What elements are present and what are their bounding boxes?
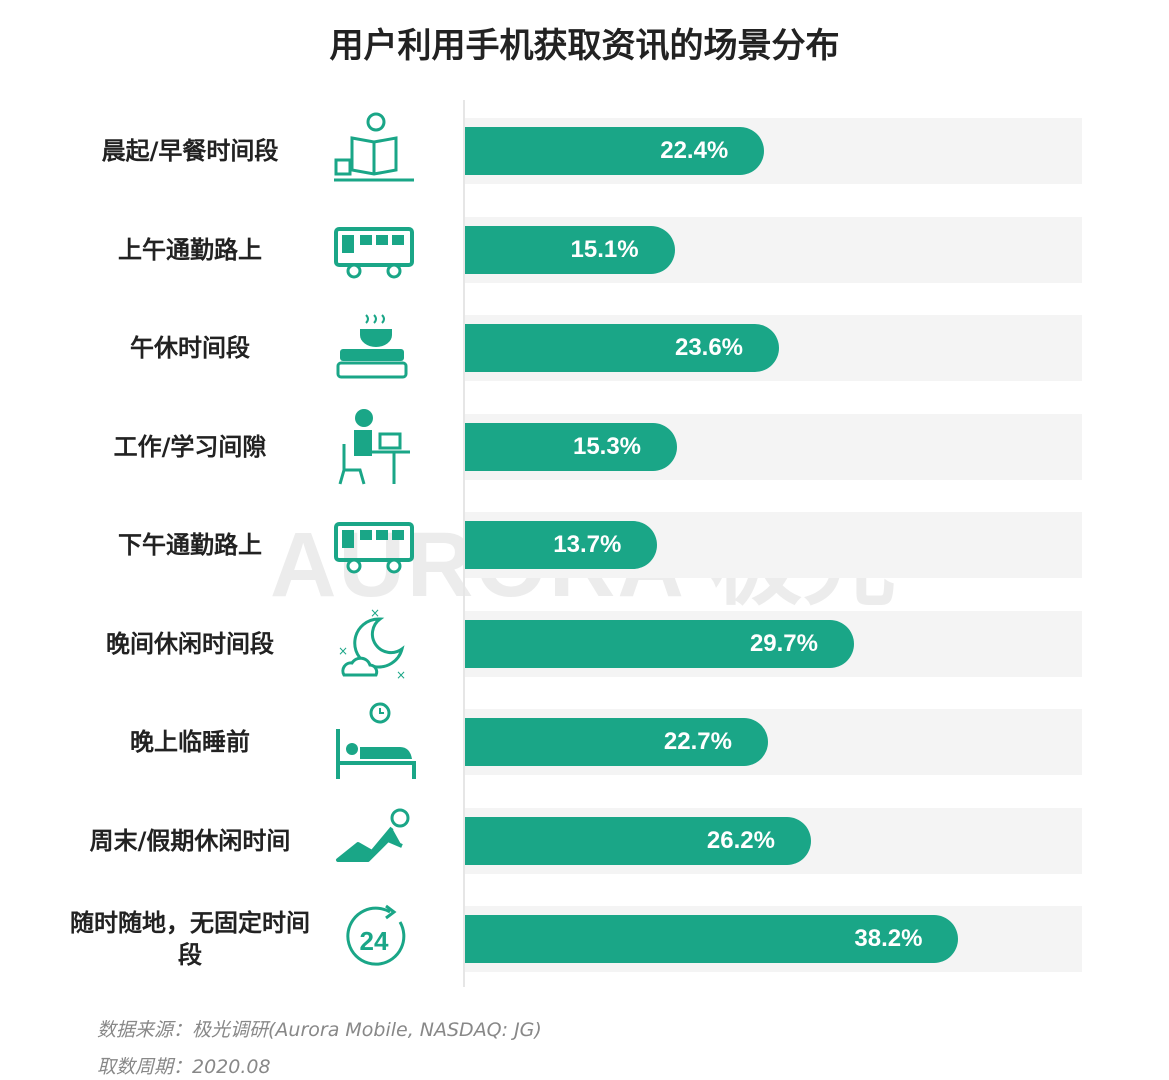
bar-row: 周末/假期休闲时间 26.2% bbox=[0, 808, 1169, 874]
category-label-text: 随时随地，无固定时间段 bbox=[70, 909, 310, 969]
reclining-person-icon bbox=[336, 808, 410, 862]
category-label-text: 晚间休闲时间段 bbox=[106, 630, 274, 658]
category-label: 上午通勤路上 bbox=[60, 217, 320, 283]
value-label: 22.4% bbox=[660, 137, 729, 164]
chart-title: 用户利用手机获取资讯的场景分布 bbox=[329, 26, 840, 66]
category-label: 随时随地，无固定时间段 bbox=[60, 906, 320, 972]
bar-row: 晚上临睡前 22.7% bbox=[0, 702, 1169, 779]
source-note: 数据来源：极光调研(Aurora Mobile, NASDAQ: JG) bbox=[97, 1019, 542, 1041]
bar: 13.7% bbox=[465, 521, 658, 569]
category-label: 下午通勤路上 bbox=[60, 512, 320, 578]
bar-row: 工作/学习间隙 15.3% bbox=[0, 409, 1169, 485]
reading-breakfast-icon bbox=[334, 112, 414, 182]
value-label: 38.2% bbox=[854, 925, 923, 952]
category-label: 周末/假期休闲时间 bbox=[60, 808, 320, 874]
value-label: 22.7% bbox=[663, 728, 732, 755]
bus-icon bbox=[334, 522, 414, 574]
desk-worker-icon bbox=[338, 409, 410, 485]
value-label: 13.7% bbox=[553, 531, 622, 558]
category-label: 午休时间段 bbox=[60, 315, 320, 381]
bar-row: 晨起/早餐时间段 22.4% bbox=[0, 112, 1169, 184]
svg-text:×: × bbox=[370, 606, 380, 620]
24-hours-icon: 24 bbox=[346, 904, 406, 966]
bar-row: 晚间休闲时间段 × × × 29.7% bbox=[0, 606, 1169, 682]
bar-row: 午休时间段 23.6% bbox=[0, 314, 1169, 381]
category-label-text: 午休时间段 bbox=[130, 334, 250, 362]
bar: 29.7% bbox=[465, 620, 854, 668]
bed-clock-icon bbox=[336, 702, 416, 779]
y-axis-line bbox=[463, 100, 465, 987]
svg-text:×: × bbox=[338, 644, 348, 658]
bar-row: 上午通勤路上 15.1% bbox=[0, 217, 1169, 283]
value-label: 15.1% bbox=[570, 236, 639, 263]
svg-text:×: × bbox=[396, 668, 406, 682]
category-label-text: 上午通勤路上 bbox=[118, 236, 262, 264]
bar: 38.2% bbox=[465, 915, 959, 963]
svg-text:24: 24 bbox=[360, 926, 389, 956]
bar: 22.7% bbox=[465, 718, 768, 766]
moon-cloud-icon: × × × bbox=[338, 606, 406, 682]
category-label: 晚间休闲时间段 bbox=[60, 611, 320, 677]
category-label-text: 工作/学习间隙 bbox=[113, 433, 267, 461]
value-label: 23.6% bbox=[674, 334, 744, 361]
bar-row: 随时随地，无固定时间段 24 38.2% bbox=[0, 904, 1169, 972]
category-label-text: 晨起/早餐时间段 bbox=[101, 137, 279, 165]
bar-row: 下午通勤路上 13.7% bbox=[0, 512, 1169, 578]
bus-icon bbox=[334, 227, 414, 279]
bar: 23.6% bbox=[465, 324, 780, 372]
coffee-books-icon bbox=[336, 314, 408, 379]
category-label: 晚上临睡前 bbox=[60, 709, 320, 775]
category-label: 工作/学习间隙 bbox=[60, 414, 320, 480]
period-note: 取数周期：2020.08 bbox=[97, 1056, 271, 1078]
category-label-text: 下午通勤路上 bbox=[118, 531, 262, 559]
bar: 26.2% bbox=[465, 817, 811, 865]
category-label-text: 周末/假期休闲时间 bbox=[89, 827, 291, 855]
category-label: 晨起/早餐时间段 bbox=[60, 118, 320, 184]
bar: 15.1% bbox=[465, 226, 675, 274]
value-label: 29.7% bbox=[749, 630, 818, 657]
value-label: 26.2% bbox=[706, 827, 775, 854]
category-label-text: 晚上临睡前 bbox=[130, 728, 250, 756]
bar: 22.4% bbox=[465, 127, 765, 175]
value-label: 15.3% bbox=[572, 433, 642, 460]
bar: 15.3% bbox=[465, 423, 678, 471]
